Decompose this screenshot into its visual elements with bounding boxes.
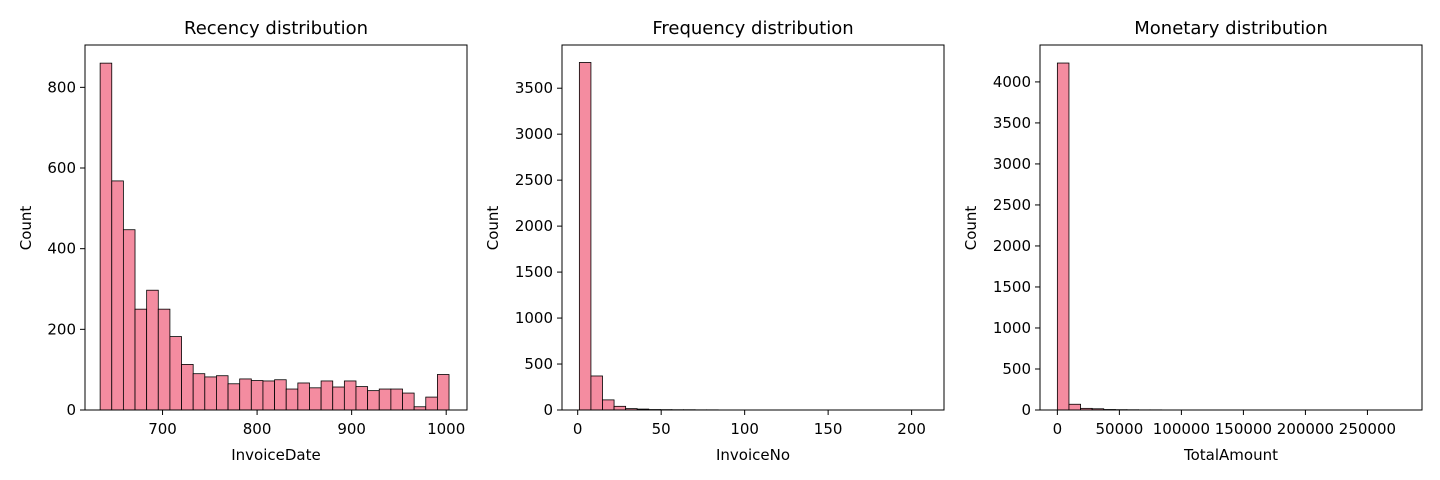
frequency-x-tick-label-0: 0 <box>573 420 583 438</box>
recency-bar-25 <box>390 388 403 411</box>
monetary-y-tick-label-3: 1500 <box>993 278 1031 296</box>
recency-bar-13 <box>250 380 264 411</box>
monetary-x-label: TotalAmount <box>1183 446 1278 464</box>
recency-bar-16 <box>285 388 299 411</box>
recency-bar-18 <box>309 387 322 411</box>
recency-x-tick-label-2: 900 <box>337 420 366 438</box>
recency-bars <box>99 62 450 411</box>
recency-bar-21 <box>343 380 357 411</box>
monetary-y-tick-label-5: 2500 <box>993 196 1031 214</box>
recency-bar-3 <box>134 308 148 411</box>
recency-bar-2 <box>122 229 136 411</box>
monetary-y-tick-label-0: 0 <box>1021 401 1031 419</box>
recency-bar-1 <box>111 180 124 411</box>
recency-x-label: InvoiceDate <box>231 446 320 464</box>
frequency-y-tick-label-2: 1000 <box>515 309 553 327</box>
monetary-x-tick-label-1: 50000 <box>1096 420 1144 438</box>
frequency-bar-0 <box>578 62 592 411</box>
monetary-y-tick-label-4: 2000 <box>993 237 1031 255</box>
recency-bar-10 <box>216 375 229 411</box>
frequency-y-tick-label-1: 500 <box>524 355 553 373</box>
monetary-title: Monetary distribution <box>1134 18 1327 39</box>
monetary-y-tick-label-2: 1000 <box>993 319 1031 337</box>
recency-bar-4 <box>146 289 159 411</box>
frequency-bar-2 <box>602 399 615 411</box>
frequency-x-tick-label-2: 100 <box>730 420 759 438</box>
recency-title: Recency distribution <box>184 18 368 39</box>
recency-y-label: Count <box>17 206 35 251</box>
frequency-title: Frequency distribution <box>652 18 853 39</box>
frequency-x-tick-label-4: 200 <box>897 420 926 438</box>
frequency-y-tick-label-3: 1500 <box>515 263 553 281</box>
frequency-y-label: Count <box>484 206 502 251</box>
recency-bar-12 <box>239 378 252 411</box>
monetary-y-tick-label-6: 3000 <box>993 155 1031 173</box>
frequency-y-tick-label-6: 3000 <box>515 125 553 143</box>
recency-bar-26 <box>402 392 415 411</box>
recency-bar-5 <box>157 308 171 411</box>
recency-bar-24 <box>378 388 392 411</box>
frequency-y-tick-label-0: 0 <box>543 401 553 419</box>
recency-y-tick-label-1: 200 <box>47 320 76 338</box>
recency-bar-22 <box>355 386 369 411</box>
monetary-histogram: Monetary distribution 0 50000 100000 150000… <box>962 18 1423 464</box>
recency-bar-6 <box>169 336 182 411</box>
frequency-bar-3 <box>613 405 627 411</box>
recency-x-tick-label-1: 800 <box>243 420 272 438</box>
monetary-y-tick-label-8: 4000 <box>993 73 1031 91</box>
recency-x-tick-label-0: 700 <box>148 420 177 438</box>
recency-y-tick-label-2: 400 <box>47 240 76 258</box>
monetary-y-label: Count <box>962 206 980 251</box>
recency-bar-0 <box>99 62 113 411</box>
recency-bar-9 <box>204 376 217 411</box>
recency-bar-23 <box>367 390 380 411</box>
recency-bar-14 <box>262 380 275 411</box>
monetary-bar-0 <box>1056 62 1070 411</box>
recency-y-tick-label-4: 800 <box>47 78 76 96</box>
recency-axes-frame <box>84 44 468 411</box>
recency-bar-7 <box>181 364 194 411</box>
frequency-y-tick-label-5: 2500 <box>515 171 553 189</box>
monetary-x-tick-label-5: 250000 <box>1339 420 1396 438</box>
frequency-histogram: Frequency distribution 0 50 100 150 20005001… <box>484 18 945 464</box>
monetary-bar-1 <box>1068 403 1081 411</box>
monetary-ticks: 0 50000 100000 150000 200000 250000 0 500 1000 15… <box>993 73 1396 438</box>
monetary-y-tick-label-7: 3500 <box>993 114 1031 132</box>
monetary-x-tick-label-3: 150000 <box>1215 420 1272 438</box>
frequency-x-tick-label-1: 50 <box>652 420 671 438</box>
recency-bar-8 <box>192 373 206 411</box>
recency-bar-20 <box>332 386 345 411</box>
monetary-axes-frame <box>1039 44 1423 411</box>
monetary-y-tick-label-1: 500 <box>1002 360 1031 378</box>
recency-bar-11 <box>227 383 241 411</box>
recency-x-tick-label-3: 1000 <box>427 420 465 438</box>
recency-histogram: Recency distribution 700 800 900 1000 0 200 40… <box>17 18 468 464</box>
monetary-x-tick-label-4: 200000 <box>1277 420 1334 438</box>
frequency-y-tick-label-4: 2000 <box>515 217 553 235</box>
monetary-x-tick-label-2: 100000 <box>1153 420 1210 438</box>
frequency-bar-1 <box>590 375 603 411</box>
recency-y-tick-label-3: 600 <box>47 159 76 177</box>
recency-bar-17 <box>297 382 310 411</box>
recency-ticks: 700 800 900 1000 0 200 400 600 800 <box>47 78 465 438</box>
recency-bar-29 <box>436 374 450 411</box>
recency-y-tick-label-0: 0 <box>66 401 76 419</box>
monetary-bars <box>1056 62 1406 411</box>
frequency-axes-frame <box>561 44 945 411</box>
frequency-x-label: InvoiceNo <box>716 446 790 464</box>
recency-bar-15 <box>274 379 287 411</box>
recency-bar-28 <box>425 396 438 411</box>
frequency-x-tick-label-3: 150 <box>814 420 843 438</box>
frequency-bars <box>578 62 765 411</box>
frequency-y-tick-label-7: 3500 <box>515 79 553 97</box>
monetary-x-tick-label-0: 0 <box>1053 420 1063 438</box>
recency-bar-19 <box>320 380 334 411</box>
